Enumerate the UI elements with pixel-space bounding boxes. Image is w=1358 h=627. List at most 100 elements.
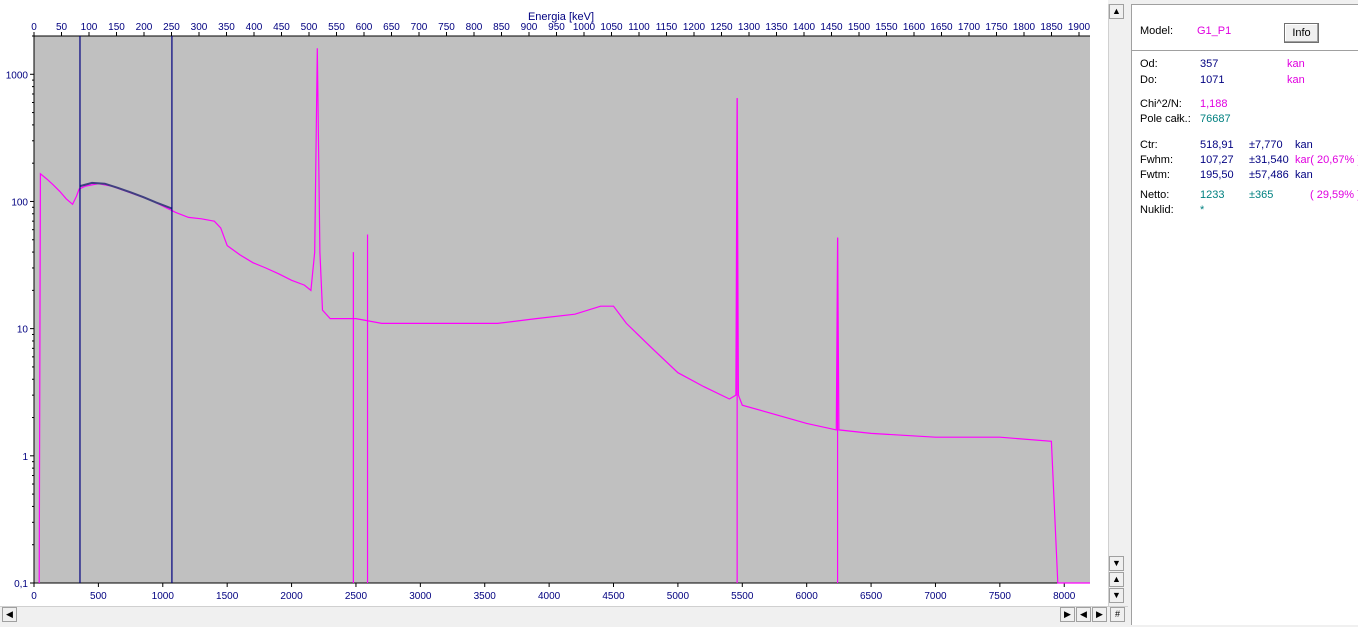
- count-tick-label: 1000: [6, 70, 29, 81]
- hash-button[interactable]: #: [1110, 607, 1125, 622]
- ctr-error: ±7,770: [1249, 139, 1283, 151]
- zoom-up-button[interactable]: ▲: [1109, 572, 1124, 587]
- energy-tick-label: 250: [163, 22, 180, 33]
- count-tick-label: 100: [11, 197, 28, 208]
- scroll-right-button[interactable]: ▶: [1060, 607, 1075, 622]
- channel-tick-label: 4000: [538, 591, 561, 602]
- energy-tick-label: 1100: [628, 22, 650, 33]
- energy-tick-label: 1700: [958, 22, 981, 33]
- series-layer: [38, 48, 1090, 584]
- horizontal-scrollbar[interactable]: ◀ ▶ ◀ ▶ #: [0, 606, 1128, 623]
- energy-tick-label: 1350: [765, 22, 788, 33]
- energy-tick-label: 1800: [1013, 22, 1036, 33]
- od-unit: kan: [1287, 58, 1305, 70]
- netto-label: Netto:: [1140, 189, 1170, 201]
- energy-tick-label: 1500: [848, 22, 871, 33]
- do-value: 1071: [1200, 74, 1225, 86]
- energy-axis: 0 50 100 150 200 250 300 350 400 450 500 550 600 650 7…: [31, 22, 1091, 37]
- count-tick-label: 1: [22, 452, 28, 463]
- energy-tick-label: 950: [548, 22, 565, 33]
- energy-tick-label: 1450: [820, 22, 843, 33]
- energy-tick-label: 1400: [793, 22, 816, 33]
- channel-tick-label: 6000: [796, 591, 819, 602]
- channel-tick-label: 3000: [409, 591, 432, 602]
- scroll-up-button[interactable]: ▲: [1109, 4, 1124, 19]
- fwtm-value: 195,50: [1200, 169, 1234, 181]
- fit-series: [79, 181, 173, 210]
- netto-value: 1233: [1200, 189, 1225, 201]
- energy-tick-label: 900: [521, 22, 538, 33]
- energy-tick-label: 1650: [930, 22, 953, 33]
- do-unit: kan: [1287, 74, 1305, 86]
- fwtm-label: Fwtm:: [1140, 169, 1170, 181]
- channel-tick-label: 7000: [924, 591, 947, 602]
- fwhm-unit: kar( 20,67% ): [1295, 154, 1358, 166]
- energy-tick-label: 1250: [710, 22, 733, 33]
- energy-tick-label: 200: [136, 22, 153, 33]
- ctr-value: 518,91: [1200, 139, 1234, 151]
- channel-tick-label: 2000: [280, 591, 303, 602]
- channel-axis: 0 500 1000 1500 2000 2500 3000 3500 4000 4500 5000…: [31, 582, 1090, 602]
- energy-tick-label: 700: [411, 22, 428, 33]
- do-label: Do:: [1140, 74, 1158, 86]
- energy-tick-label: 400: [246, 22, 263, 33]
- plot-background: [34, 36, 1090, 583]
- channel-tick-label: 5500: [731, 591, 754, 602]
- nuklid-value: *: [1200, 204, 1205, 216]
- energy-tick-label: 450: [273, 22, 290, 33]
- energy-tick-label: 650: [383, 22, 400, 33]
- marker-layer[interactable]: [79, 36, 173, 583]
- nuklid-label: Nuklid:: [1140, 204, 1174, 216]
- fwtm-unit: kan: [1295, 169, 1313, 181]
- scroll-down-button[interactable]: ▼: [1109, 556, 1124, 571]
- model-value: G1_P1: [1197, 25, 1232, 37]
- fwtm-error: ±57,486: [1249, 169, 1289, 181]
- energy-tick-label: 750: [438, 22, 455, 33]
- channel-tick-label: 2500: [345, 591, 368, 602]
- count-axis: 1000 100 10 1 0,1: [6, 35, 35, 590]
- pole-label: Pole całk.:: [1140, 113, 1191, 125]
- fwhm-label: Fwhm:: [1140, 154, 1173, 166]
- channel-tick-label: 0: [31, 591, 37, 602]
- pole-value: 76687: [1200, 113, 1231, 125]
- ctr-unit: kan: [1295, 139, 1313, 151]
- fwhm-error: ±31,540: [1249, 154, 1289, 166]
- energy-tick-label: 1150: [656, 22, 678, 33]
- od-label: Od:: [1140, 58, 1158, 70]
- channel-tick-label: 6500: [860, 591, 883, 602]
- energy-tick-label: 800: [466, 22, 483, 33]
- spectrum-chart[interactable]: 0 50 100 150 200 250 300 350 400 450 500 550 600 650 7…: [0, 0, 1108, 606]
- netto-percent: ( 29,59% ): [1310, 189, 1358, 201]
- panel-separator: [1132, 50, 1358, 51]
- channel-tick-label: 8000: [1053, 591, 1076, 602]
- energy-tick-label: 100: [81, 22, 98, 33]
- energy-tick-label: 1750: [985, 22, 1008, 33]
- energy-tick-label: 1600: [903, 22, 926, 33]
- netto-error: ±365: [1249, 189, 1274, 201]
- zoom-out-button[interactable]: ▶: [1092, 607, 1107, 622]
- od-value: 357: [1200, 58, 1219, 70]
- energy-tick-label: 500: [301, 22, 318, 33]
- energy-tick-label: 50: [56, 22, 68, 33]
- channel-tick-label: 500: [90, 591, 107, 602]
- energy-tick-label: 550: [328, 22, 345, 33]
- energy-axis-label: Energia [keV]: [528, 11, 594, 23]
- energy-tick-label: 1050: [600, 22, 623, 33]
- energy-tick-label: 600: [356, 22, 373, 33]
- energy-tick-label: 1000: [573, 22, 596, 33]
- chi-label: Chi^2/N:: [1140, 98, 1182, 110]
- count-tick-label: 0,1: [14, 579, 28, 590]
- vertical-scrollbar[interactable]: ▲ ▼ ▲ ▼: [1108, 4, 1125, 606]
- energy-tick-label: 0: [31, 22, 37, 33]
- zoom-in-button[interactable]: ◀: [1076, 607, 1091, 622]
- spectrum-svg[interactable]: 0 50 100 150 200 250 300 350 400 450 500 550 600 650 7…: [0, 0, 1108, 606]
- channel-tick-label: 1500: [216, 591, 239, 602]
- ctr-label: Ctr:: [1140, 139, 1158, 151]
- channel-tick-label: 4500: [602, 591, 625, 602]
- model-label: Model:: [1140, 25, 1174, 37]
- energy-tick-label: 300: [191, 22, 208, 33]
- info-button[interactable]: Info: [1284, 23, 1319, 43]
- fit-results-panel: Model: G1_P1 Info Od: 357 kan Do: 1071 k…: [1131, 4, 1358, 625]
- zoom-down-button[interactable]: ▼: [1109, 588, 1124, 603]
- scroll-left-button[interactable]: ◀: [2, 607, 17, 622]
